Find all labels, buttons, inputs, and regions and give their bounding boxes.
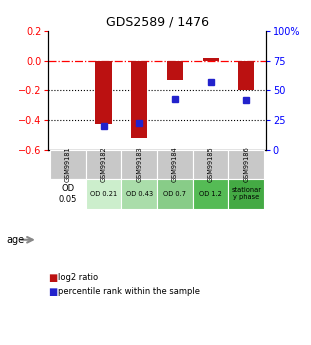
Text: log2 ratio: log2 ratio — [58, 273, 98, 282]
Text: OD 0.43: OD 0.43 — [126, 191, 153, 197]
Bar — [157, 149, 193, 179]
Bar — [202, 58, 219, 61]
Bar — [131, 61, 147, 138]
Bar — [238, 61, 254, 90]
Text: GSM99186: GSM99186 — [243, 146, 249, 182]
Text: GSM99183: GSM99183 — [136, 147, 142, 182]
Text: GSM99185: GSM99185 — [207, 146, 214, 182]
Bar — [193, 149, 229, 179]
Text: OD 0.7: OD 0.7 — [163, 191, 186, 197]
Bar — [50, 149, 86, 179]
Text: percentile rank within the sample: percentile rank within the sample — [58, 287, 200, 296]
Bar — [229, 179, 264, 209]
Text: GSM99181: GSM99181 — [65, 147, 71, 182]
Text: OD
0.05: OD 0.05 — [59, 184, 77, 204]
Text: OD 0.21: OD 0.21 — [90, 191, 117, 197]
Bar — [95, 61, 112, 124]
Text: GSM99182: GSM99182 — [100, 146, 107, 182]
Bar — [86, 149, 121, 179]
Title: GDS2589 / 1476: GDS2589 / 1476 — [105, 16, 209, 29]
Bar — [86, 179, 121, 209]
Bar — [157, 179, 193, 209]
Bar — [50, 179, 86, 209]
Text: ■: ■ — [48, 273, 58, 283]
Text: age: age — [6, 235, 24, 245]
Bar — [229, 149, 264, 179]
Bar — [167, 61, 183, 80]
Text: OD 1.2: OD 1.2 — [199, 191, 222, 197]
Bar — [121, 149, 157, 179]
Bar — [193, 179, 229, 209]
Text: GSM99184: GSM99184 — [172, 146, 178, 182]
Text: ■: ■ — [48, 287, 58, 296]
Bar — [121, 179, 157, 209]
Text: stationar
y phase: stationar y phase — [231, 187, 261, 200]
